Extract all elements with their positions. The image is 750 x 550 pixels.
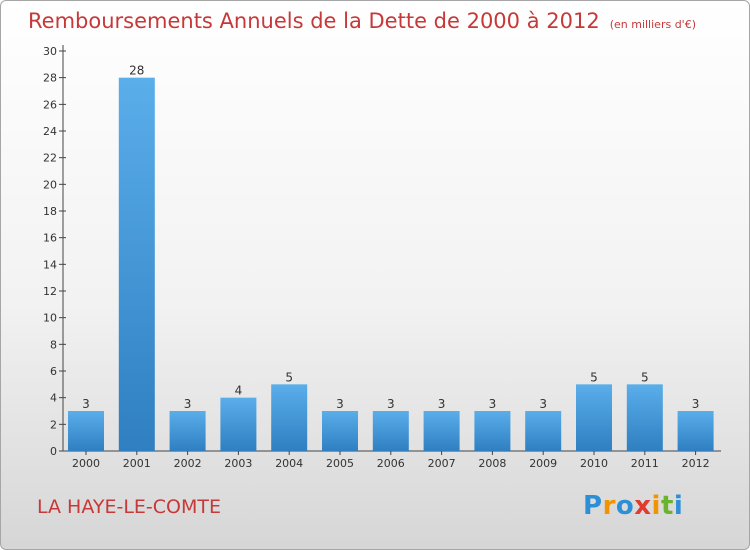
logo-letter: P [583, 491, 603, 521]
logo-letter: i [651, 491, 661, 521]
value-label-2004: 5 [285, 370, 293, 384]
bar-2003 [220, 397, 257, 451]
y-tick-label: 28 [43, 72, 57, 85]
x-tick-label-2002: 2002 [174, 457, 202, 470]
title-text: Remboursements Annuels de la Dette de 20… [28, 9, 600, 33]
bar-2005 [322, 411, 358, 451]
value-label-2000: 3 [82, 397, 90, 411]
x-tick-label-2007: 2007 [428, 457, 456, 470]
logo-letter: o [615, 491, 635, 521]
bar-2007 [423, 411, 460, 451]
logo-letter: t [660, 491, 674, 521]
proxiti-logo: Proxiti [583, 491, 683, 521]
x-tick-label-2003: 2003 [224, 457, 252, 470]
value-label-2001: 28 [129, 64, 144, 78]
bar-2010 [576, 384, 612, 451]
y-tick-label: 18 [43, 205, 57, 218]
bar-2004 [271, 384, 308, 451]
logo-letter: i [673, 491, 684, 521]
y-tick-label: 26 [43, 98, 57, 111]
x-tick-label-2001: 2001 [123, 457, 151, 470]
y-tick-label: 8 [50, 338, 57, 351]
logo-letter: x [634, 491, 652, 521]
y-tick-label: 22 [43, 152, 57, 165]
bar-2001 [118, 77, 155, 452]
value-label-2005: 3 [336, 397, 344, 411]
x-tick-label-2010: 2010 [580, 457, 608, 470]
x-tick-label-2000: 2000 [72, 457, 100, 470]
x-tick-label-2009: 2009 [529, 457, 557, 470]
commune-name: LA HAYE-LE-COMTE [37, 496, 222, 518]
value-label-2009: 3 [539, 397, 547, 411]
y-tick-label: 6 [50, 365, 57, 378]
x-tick-label-2011: 2011 [631, 457, 659, 470]
x-tick-label-2004: 2004 [275, 457, 303, 470]
bar-2002 [169, 411, 206, 451]
y-tick-label: 0 [50, 445, 57, 458]
bar-2006 [372, 411, 409, 451]
value-label-2012: 3 [692, 397, 700, 411]
y-tick-label: 12 [43, 285, 57, 298]
y-tick-label: 16 [43, 232, 57, 245]
value-label-2003: 4 [235, 384, 243, 398]
bar-2012 [677, 411, 714, 451]
y-tick-label: 14 [43, 258, 57, 271]
x-tick-label-2008: 2008 [478, 457, 506, 470]
logo-letter: r [602, 491, 616, 521]
value-label-2008: 3 [489, 397, 497, 411]
y-tick-label: 10 [43, 312, 57, 325]
value-label-2007: 3 [438, 397, 446, 411]
unit-label: (en milliers d'€) [609, 18, 696, 31]
chart-title: Remboursements Annuels de la Dette de 20… [28, 9, 696, 33]
value-label-2006: 3 [387, 397, 395, 411]
value-label-2011: 5 [641, 370, 649, 384]
x-tick-label-2006: 2006 [377, 457, 405, 470]
bar-2009 [525, 411, 562, 451]
x-tick-label-2012: 2012 [682, 457, 710, 470]
y-tick-label: 24 [43, 125, 57, 138]
bar-2000 [68, 411, 104, 451]
bar-2008 [474, 411, 511, 451]
value-label-2010: 5 [590, 370, 598, 384]
value-label-2002: 3 [184, 397, 192, 411]
y-tick-label: 2 [50, 418, 57, 431]
y-tick-label: 20 [43, 178, 57, 191]
bar-2011 [626, 384, 663, 451]
y-tick-label: 30 [43, 45, 57, 58]
y-tick-label: 4 [50, 392, 57, 405]
x-tick-label-2005: 2005 [326, 457, 354, 470]
